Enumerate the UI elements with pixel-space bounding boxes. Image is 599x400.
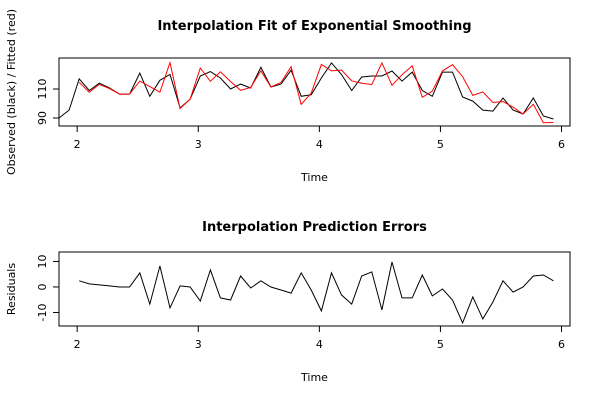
series-line	[78, 60, 554, 124]
x-tick-label: 5	[437, 138, 444, 151]
x-tick-label: 6	[558, 138, 565, 151]
chart-title: Interpolation Prediction Errors	[202, 220, 427, 235]
x-tick-label: 6	[558, 338, 565, 351]
plot-frame	[58, 251, 571, 327]
y-tick-label: 10	[36, 254, 49, 268]
series-line	[58, 62, 554, 120]
x-tick-label: 4	[316, 338, 323, 351]
plot-frame	[58, 57, 571, 127]
y-tick-label: -10	[36, 303, 49, 321]
y-tick-label: 90	[36, 111, 49, 125]
x-tick-label: 2	[74, 138, 81, 151]
y-tick-label: 0	[36, 283, 49, 290]
y-axis-label: Observed (black) / Fitted (red)	[5, 9, 18, 175]
x-tick-label: 3	[195, 338, 202, 351]
x-axis-label: Time	[300, 171, 328, 184]
x-axis-label: Time	[300, 371, 328, 384]
x-tick-label: 4	[316, 138, 323, 151]
chart-title: Interpolation Fit of Exponential Smoothi…	[157, 19, 471, 34]
x-tick-label: 5	[437, 338, 444, 351]
y-tick-label: 110	[36, 79, 49, 100]
x-tick-label: 3	[195, 138, 202, 151]
x-tick-label: 2	[74, 338, 81, 351]
series-line	[79, 261, 554, 325]
y-axis-label: Residuals	[5, 263, 18, 315]
